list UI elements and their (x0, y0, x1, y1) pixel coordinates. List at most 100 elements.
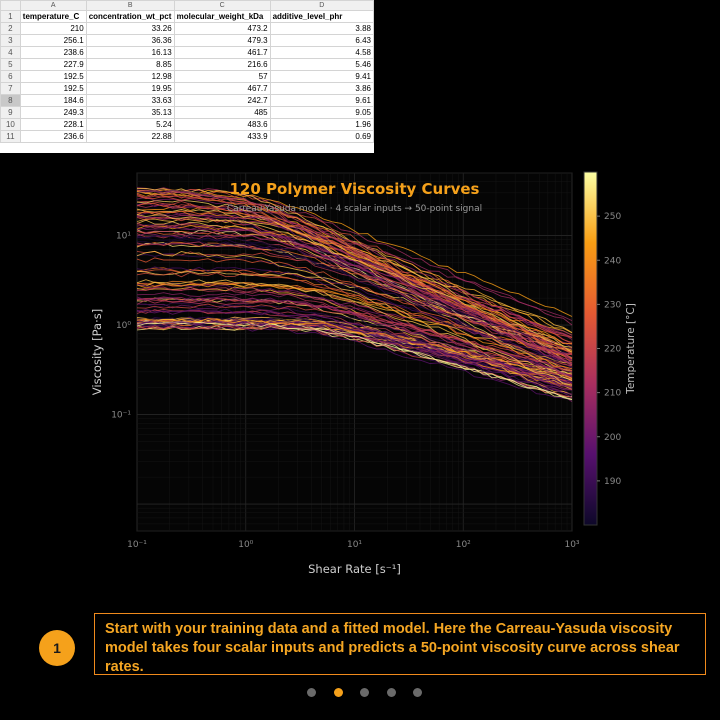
viscosity-curves (136, 187, 573, 403)
table-row: 8 184.6 33.63 242.7 9.61 (0, 94, 375, 107)
row-number[interactable]: 4 (0, 46, 21, 59)
table-cell[interactable]: 227.9 (19, 58, 87, 71)
series-line (136, 324, 573, 391)
table-cell[interactable]: 9.61 (269, 94, 375, 107)
series-line (136, 286, 573, 396)
sheet-corner[interactable] (0, 0, 21, 11)
table-cell[interactable]: 36.36 (85, 34, 175, 47)
chart-subtitle: Carreau-Yasuda model · 4 scalar inputs →… (227, 204, 482, 214)
y-tick-label: 10⁻¹ (111, 411, 131, 421)
y-tick-label: 10¹ (116, 232, 131, 242)
series-line (136, 189, 573, 317)
table-cell[interactable]: 467.7 (173, 82, 271, 95)
table-cell[interactable]: 57 (173, 70, 271, 83)
table-cell[interactable]: 0.69 (269, 130, 375, 143)
row-number[interactable]: 6 (0, 70, 21, 83)
table-cell[interactable]: 433.9 (173, 130, 271, 143)
series-line (136, 296, 573, 388)
table-cell[interactable]: 33.63 (85, 94, 175, 107)
caption-text: Start with your training data and a fitt… (105, 621, 680, 675)
page-dot-4[interactable] (386, 688, 396, 697)
table-row: 5 227.9 8.85 216.6 5.46 (0, 58, 375, 71)
series-line (136, 283, 573, 370)
page-dot-2[interactable] (333, 688, 343, 697)
step-number-badge: 1 (39, 630, 75, 666)
colorbar-label: Temperature [°C] (625, 303, 637, 395)
table-cell[interactable]: 9.05 (269, 106, 375, 119)
table-row: 2 210 33.26 473.2 3.88 (0, 22, 375, 35)
table-cell[interactable]: 6.43 (269, 34, 375, 47)
header-cell[interactable]: concentration_wt_pct (85, 10, 175, 23)
table-cell[interactable]: 192.5 (19, 70, 87, 83)
table-cell[interactable]: 33.26 (85, 22, 175, 35)
series-line (136, 318, 573, 378)
series-line (136, 239, 573, 350)
header-cell[interactable]: molecular_weight_kDa (173, 10, 271, 23)
series-line (136, 214, 573, 348)
x-tick-label: 10² (456, 540, 471, 550)
table-row: 10 228.1 5.24 483.6 1.96 (0, 118, 375, 131)
series-line (136, 210, 573, 353)
table-cell[interactable]: 249.3 (19, 106, 87, 119)
table-cell[interactable]: 184.6 (19, 94, 87, 107)
series-line (136, 250, 573, 386)
table-cell[interactable]: 8.85 (85, 58, 175, 71)
table-cell[interactable]: 461.7 (173, 46, 271, 59)
table-cell[interactable]: 216.6 (173, 58, 271, 71)
table-cell[interactable]: 3.88 (269, 22, 375, 35)
row-number[interactable]: 11 (0, 130, 21, 143)
row-number[interactable]: 5 (0, 58, 21, 71)
row-number[interactable]: 1 (0, 10, 21, 23)
colorbar-tick-label: 250 (604, 212, 621, 222)
table-cell[interactable]: 256.1 (19, 34, 87, 47)
page-dot-5[interactable] (413, 688, 422, 697)
table-row: 11 236.6 22.88 433.9 0.69 (0, 130, 375, 143)
table-cell[interactable]: 238.6 (19, 46, 87, 59)
table-cell[interactable]: 5.46 (269, 58, 375, 71)
table-row: 3 256.1 36.36 479.3 6.43 (0, 34, 375, 47)
table-cell[interactable]: 485 (173, 106, 271, 119)
header-cell[interactable]: additive_level_phr (269, 10, 375, 23)
colorbar-tick-label: 200 (604, 433, 621, 443)
header-cell[interactable]: temperature_C (19, 10, 87, 23)
table-cell[interactable]: 483.6 (173, 118, 271, 131)
column-header-a[interactable]: A (19, 0, 87, 11)
table-row: 4 238.6 16.13 461.7 4.58 (0, 46, 375, 59)
series-line (136, 321, 573, 401)
table-cell[interactable]: 5.24 (85, 118, 175, 131)
column-header-b[interactable]: B (85, 0, 175, 11)
table-cell[interactable]: 192.5 (19, 82, 87, 95)
table-cell[interactable]: 1.96 (269, 118, 375, 131)
table-cell[interactable]: 242.7 (173, 94, 271, 107)
table-cell[interactable]: 35.13 (85, 106, 175, 119)
series-line (136, 195, 573, 355)
colorbar-tick-label: 220 (604, 345, 621, 355)
table-cell[interactable]: 479.3 (173, 34, 271, 47)
table-cell[interactable]: 236.6 (19, 130, 87, 143)
table-cell[interactable]: 9.41 (269, 70, 375, 83)
table-cell[interactable]: 22.88 (85, 130, 175, 143)
table-row: 9 249.3 35.13 485 9.05 (0, 106, 375, 119)
series-line (136, 193, 573, 364)
table-cell[interactable]: 473.2 (173, 22, 271, 35)
x-tick-label: 10³ (564, 540, 579, 550)
row-number[interactable]: 2 (0, 22, 21, 35)
row-number[interactable]: 8 (0, 94, 21, 107)
table-cell[interactable]: 210 (19, 22, 87, 35)
row-number[interactable]: 7 (0, 82, 21, 95)
table-cell[interactable]: 228.1 (19, 118, 87, 131)
colorbar (583, 171, 598, 526)
column-header-d[interactable]: D (269, 0, 375, 11)
page-dot-1[interactable] (307, 688, 316, 697)
column-header-c[interactable]: C (173, 0, 271, 11)
row-number[interactable]: 10 (0, 118, 21, 131)
table-cell[interactable]: 12.98 (85, 70, 175, 83)
row-number[interactable]: 3 (0, 34, 21, 47)
table-cell[interactable]: 4.58 (269, 46, 375, 59)
table-cell[interactable]: 16.13 (85, 46, 175, 59)
page-dot-3[interactable] (360, 688, 369, 697)
series-line (136, 230, 573, 359)
row-number[interactable]: 9 (0, 106, 21, 119)
table-cell[interactable]: 19.95 (85, 82, 175, 95)
table-cell[interactable]: 3.86 (269, 82, 375, 95)
